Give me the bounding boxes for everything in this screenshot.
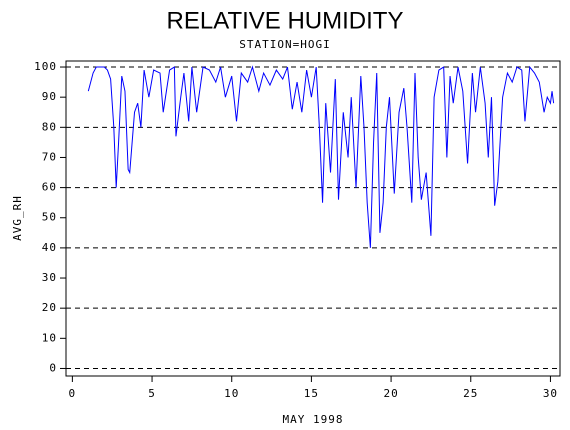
y-tick-label: 80 xyxy=(42,120,57,133)
y-tick-label: 50 xyxy=(42,211,57,224)
x-tick-label: 20 xyxy=(383,387,398,400)
plot-frame xyxy=(65,60,561,377)
chart-title: RELATIVE HUMIDITY xyxy=(167,7,404,34)
x-tick-label: 0 xyxy=(69,387,77,400)
x-tick-label: 30 xyxy=(543,387,558,400)
x-tick-label: 25 xyxy=(463,387,478,400)
y-tick-label: 70 xyxy=(42,150,57,163)
y-axis-label: AVG_RH xyxy=(11,195,24,241)
y-tick-label: 60 xyxy=(42,181,57,194)
x-tick-label: 10 xyxy=(224,387,239,400)
x-axis-label: MAY 1998 xyxy=(283,413,344,426)
y-tick-label: 0 xyxy=(49,361,57,374)
data-line xyxy=(87,65,555,248)
y-tick-label: 30 xyxy=(42,271,57,284)
y-tick-label: 10 xyxy=(42,331,57,344)
y-tick-label: 100 xyxy=(34,60,57,73)
chart-subtitle: STATION=HOGI xyxy=(239,38,330,51)
y-tick-label: 90 xyxy=(42,90,57,103)
y-tick-label: 40 xyxy=(42,241,57,254)
x-tick-label: 15 xyxy=(304,387,319,400)
x-tick-label: 5 xyxy=(148,387,156,400)
y-tick-label: 20 xyxy=(42,301,57,314)
